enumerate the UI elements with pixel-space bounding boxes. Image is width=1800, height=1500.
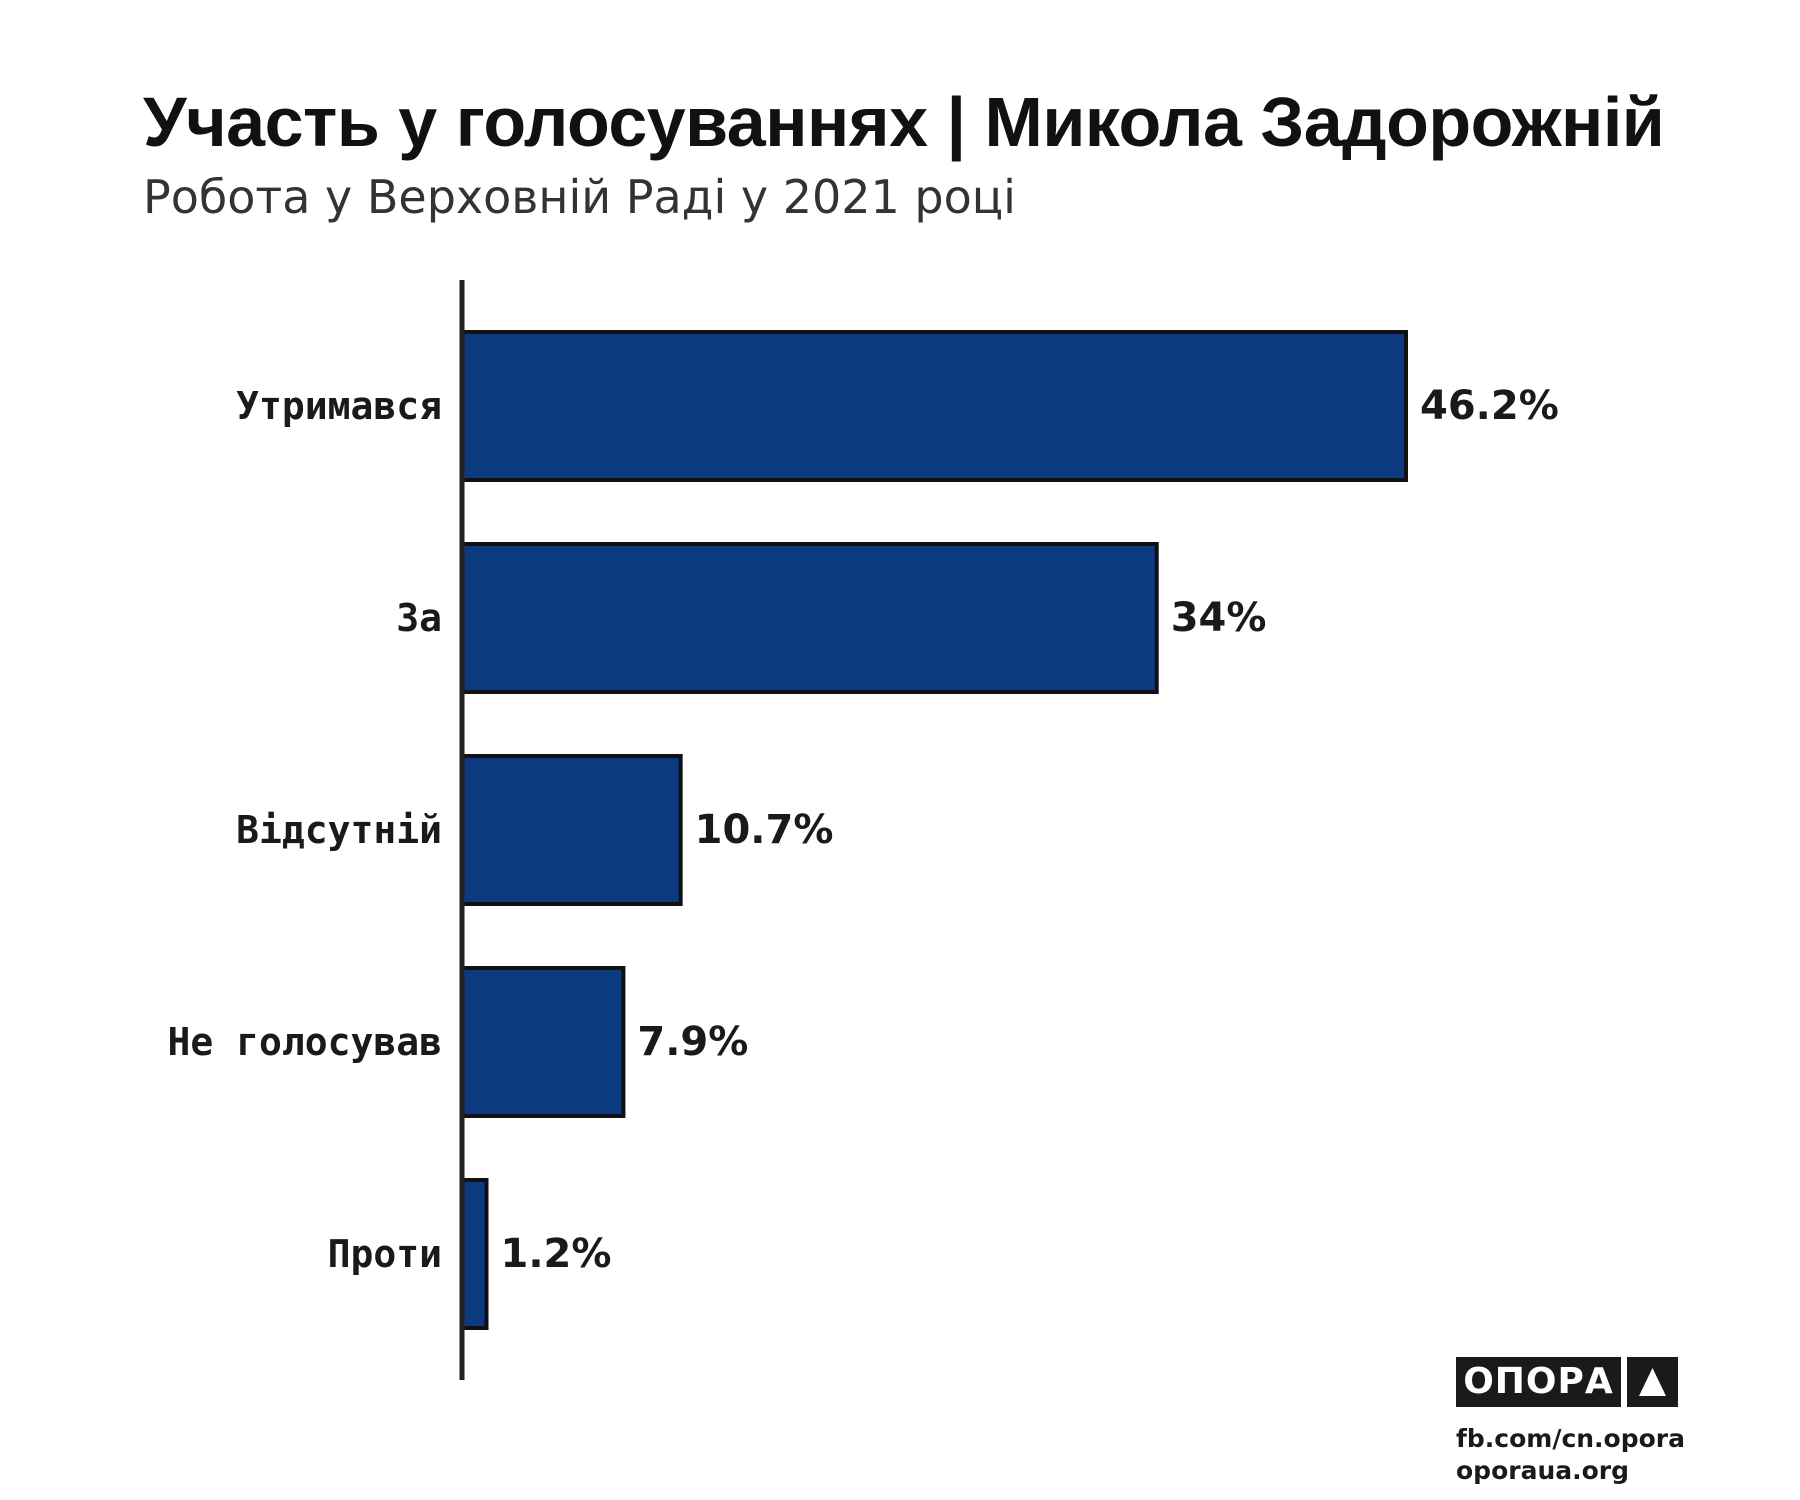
value-label-4: 7.9% xyxy=(637,1019,748,1065)
bars-layer xyxy=(460,330,1408,1330)
value-label-3: 10.7% xyxy=(695,807,834,853)
bar-2 xyxy=(460,542,1159,694)
facebook-link[interactable]: fb.com/cn.opora xyxy=(1456,1424,1686,1453)
value-label-2: 34% xyxy=(1171,595,1267,641)
category-label-2: За xyxy=(396,596,442,640)
bar-1 xyxy=(460,330,1408,482)
bar-4 xyxy=(460,966,626,1118)
bar-3 xyxy=(460,754,683,906)
category-label-4: Не голосував xyxy=(167,1020,442,1064)
triangle-up-icon xyxy=(1627,1357,1678,1407)
category-label-3: Відсутній xyxy=(236,808,442,852)
category-label-1: Утримався xyxy=(236,384,442,428)
value-labels-layer: 46.2% 34% 10.7% 7.9% 1.2% xyxy=(501,383,1559,1277)
category-labels-layer: Утримався За Відсутній Не голосував Проти xyxy=(167,384,442,1276)
opora-logo: ОПОРА xyxy=(1456,1357,1678,1407)
logo-text: ОПОРА xyxy=(1456,1357,1621,1407)
value-label-1: 46.2% xyxy=(1420,383,1559,429)
website-link[interactable]: oporaua.org xyxy=(1456,1456,1630,1485)
bar-5 xyxy=(460,1178,489,1330)
chart-subtitle: Робота у Верховній Раді у 2021 році xyxy=(143,170,1016,224)
category-label-5: Проти xyxy=(328,1232,442,1276)
chart-title: Участь у голосуваннях | Микола Задорожні… xyxy=(143,83,1665,161)
value-label-5: 1.2% xyxy=(501,1231,612,1277)
